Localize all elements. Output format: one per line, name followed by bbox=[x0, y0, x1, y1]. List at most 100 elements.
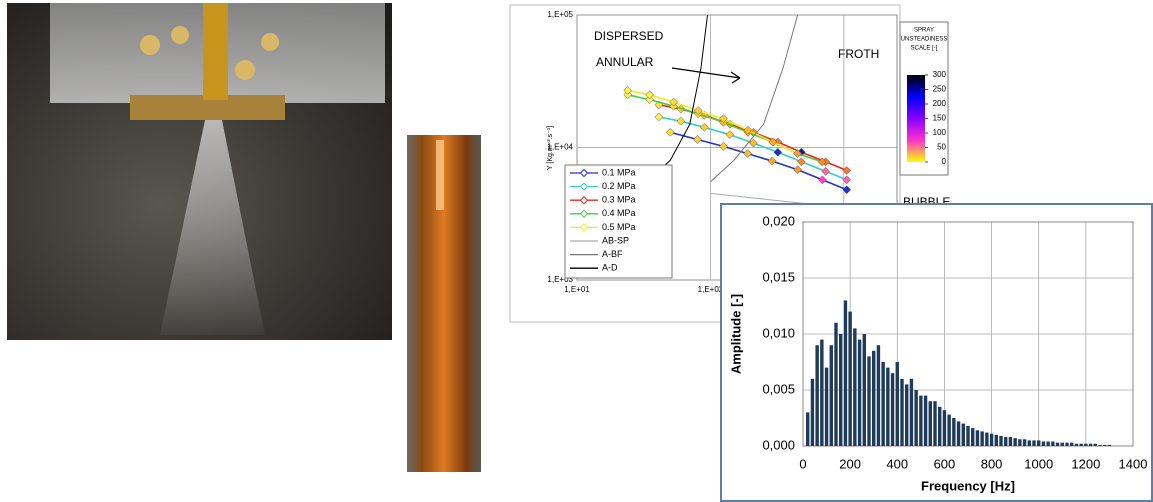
spectrum-bar bbox=[863, 334, 866, 446]
spectrum-bar bbox=[867, 356, 870, 446]
spectrum-bar bbox=[881, 362, 884, 446]
colorbar-label: 150 bbox=[933, 114, 947, 123]
spectrum-bar bbox=[853, 328, 856, 446]
spectrum-bar bbox=[1028, 440, 1031, 446]
spectrum-bar bbox=[952, 418, 955, 446]
x-tick-label: 1,E+02 bbox=[698, 285, 724, 294]
spectrum-bar bbox=[999, 436, 1002, 446]
colorbar-label: 100 bbox=[933, 128, 947, 137]
x-tick-label: 400 bbox=[886, 456, 908, 471]
spectrum-bar bbox=[806, 412, 809, 446]
spectrum-bar bbox=[966, 426, 969, 446]
spectrum-bar bbox=[1075, 444, 1078, 446]
spectrum-bar bbox=[1098, 445, 1101, 446]
colorbar-label: 0 bbox=[942, 157, 947, 166]
y-tick-label: 0,015 bbox=[762, 269, 795, 284]
spectrum-bar bbox=[957, 421, 960, 446]
legend-label: AB-SP bbox=[602, 235, 629, 245]
spectrum-bar bbox=[891, 373, 894, 446]
spectrum-bar bbox=[1004, 437, 1007, 446]
legend-label: 0.5 MPa bbox=[602, 222, 636, 232]
spectrum-bar bbox=[1037, 440, 1040, 446]
spectrum-bar bbox=[919, 396, 922, 446]
page: 1,E+031,E+041,E+051,E+011,E+021,E+03Y [K… bbox=[0, 0, 1153, 502]
spectrum-bar bbox=[1023, 439, 1026, 446]
spectrum-bar bbox=[943, 410, 946, 446]
spectrum-bar bbox=[1032, 440, 1035, 446]
colorbar-label: 250 bbox=[933, 85, 947, 94]
annotation: ANNULAR bbox=[596, 55, 654, 69]
y-axis-label: Amplitude [-] bbox=[728, 294, 743, 374]
legend-label: A-BF bbox=[602, 249, 623, 259]
spectrum-bar bbox=[971, 428, 974, 446]
spectrum-bar bbox=[839, 334, 842, 446]
spectrum-bar bbox=[877, 345, 880, 446]
spectrum-bar bbox=[962, 424, 965, 446]
spectrum-bar bbox=[886, 368, 889, 446]
colorbar-title: UNSTEADINESS bbox=[901, 37, 948, 43]
x-tick-label: 600 bbox=[934, 456, 956, 471]
spectrum-bar bbox=[910, 379, 913, 446]
x-tick-label: 0 bbox=[799, 456, 806, 471]
spectrum-bar bbox=[990, 434, 993, 446]
x-tick-label: 1200 bbox=[1071, 456, 1100, 471]
spectrum-bar bbox=[872, 351, 875, 446]
spectrum-bar bbox=[825, 368, 828, 446]
spectrum-bar bbox=[896, 362, 899, 446]
colorbar bbox=[907, 75, 925, 162]
colorbar-label: 200 bbox=[933, 99, 947, 108]
spectrum-bar bbox=[1042, 442, 1045, 446]
spectrum-bar bbox=[976, 430, 979, 446]
spectrum-bar bbox=[1094, 444, 1097, 446]
x-tick-label: 200 bbox=[839, 456, 861, 471]
y-tick-label: 0,005 bbox=[762, 381, 795, 396]
legend-label: A-D bbox=[602, 263, 618, 273]
y-tick-label: 0,010 bbox=[762, 325, 795, 340]
annotation: DISPERSED bbox=[594, 29, 664, 43]
spectrum-bar bbox=[1018, 439, 1021, 446]
spectrum-bar bbox=[844, 300, 847, 446]
spectrum-bar bbox=[820, 340, 823, 446]
spectrum-bar bbox=[1013, 438, 1016, 446]
spectrum-bar bbox=[985, 433, 988, 446]
y-tick-label: 0,020 bbox=[762, 213, 795, 228]
x-tick-label: 1,E+01 bbox=[564, 285, 590, 294]
spectrum-bar bbox=[995, 435, 998, 446]
y-axis-label: Y [Kg.m⁻².s⁻¹] bbox=[547, 126, 554, 170]
spectrum-bar bbox=[848, 312, 851, 446]
legend-label: 0.1 MPa bbox=[602, 167, 636, 177]
legend-label: 0.2 MPa bbox=[602, 181, 636, 191]
spectrum-bar bbox=[1103, 445, 1106, 446]
y-tick-label: 0,000 bbox=[762, 437, 795, 452]
spectrum-bar bbox=[924, 396, 927, 446]
colorbar-label: 50 bbox=[937, 143, 946, 152]
colorbar-label: 300 bbox=[933, 70, 947, 79]
spectrum-bar bbox=[858, 340, 861, 446]
spectrum-bar bbox=[1108, 445, 1111, 446]
legend-label: 0.3 MPa bbox=[602, 195, 636, 205]
spectrum-bar bbox=[1070, 443, 1073, 446]
annotation: FROTH bbox=[838, 47, 879, 61]
spectrum-bar bbox=[905, 384, 908, 446]
spectrum-bar bbox=[1051, 442, 1054, 446]
colorbar-title: SCALE [-] bbox=[911, 46, 938, 52]
legend-label: 0.4 MPa bbox=[602, 208, 636, 218]
x-tick-label: 800 bbox=[981, 456, 1003, 471]
spectrum-bar bbox=[947, 415, 950, 446]
spectrum-bar bbox=[914, 390, 917, 446]
colorbar-title: SPRAY bbox=[914, 28, 934, 34]
x-axis-label: Frequency [Hz] bbox=[921, 478, 1015, 493]
spectrum-bar bbox=[938, 407, 941, 446]
spectrum-bar bbox=[929, 401, 932, 446]
spectrum-bar bbox=[1079, 444, 1082, 446]
photo-nozzle bbox=[7, 3, 392, 340]
spectrum-bar bbox=[811, 379, 814, 446]
x-tick-label: 1000 bbox=[1024, 456, 1053, 471]
spectrum-bar bbox=[1009, 437, 1012, 446]
spectrum-bar bbox=[1065, 443, 1068, 446]
spectrum-bar bbox=[830, 345, 833, 446]
spectrum-bar bbox=[1061, 443, 1064, 446]
spectrum-bar bbox=[933, 401, 936, 446]
spectrum-bar bbox=[1046, 442, 1049, 446]
spectrum-bar bbox=[815, 345, 818, 446]
